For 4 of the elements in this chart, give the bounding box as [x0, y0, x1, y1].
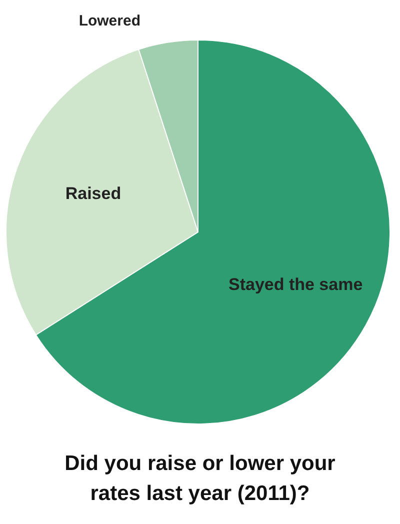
slice-label: Stayed the same — [228, 275, 363, 294]
text: Did you raise or lower your rates last year (2011)? — [64, 452, 336, 505]
slice-label: Raised — [65, 184, 122, 203]
slice-label: Lowered — [78, 12, 141, 30]
